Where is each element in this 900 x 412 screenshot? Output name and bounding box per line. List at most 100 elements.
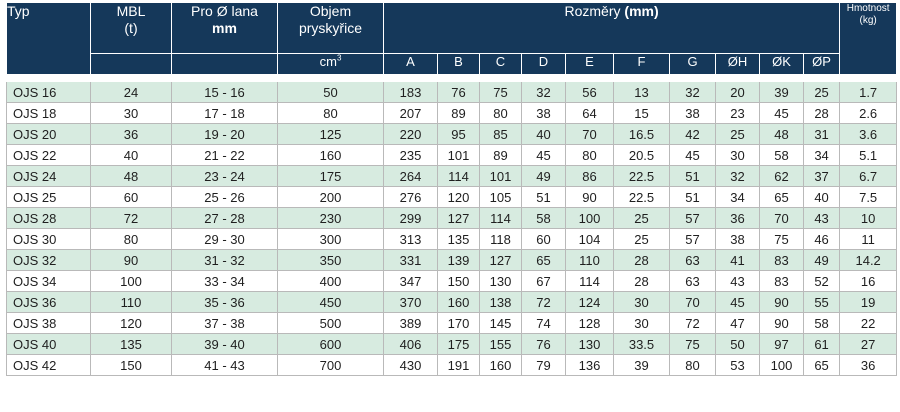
cell-typ: OJS 34 — [6, 270, 91, 292]
cell-dim-b: 175 — [437, 333, 480, 355]
cell-dim-h: 38 — [715, 228, 760, 250]
cell-mbl: 90 — [90, 249, 172, 271]
cell-hmotnost: 36 — [839, 354, 898, 376]
cell-dim-b: 127 — [437, 207, 480, 229]
cell-mbl: 40 — [90, 144, 172, 166]
header-dim-k: ØK — [759, 53, 804, 75]
cell-dim-c: 127 — [479, 249, 522, 271]
header-hmotnost-label: Hmotnost — [846, 3, 890, 14]
cell-pro-lana: 21 - 22 — [171, 144, 278, 166]
cell-dim-p: 49 — [802, 249, 841, 271]
cell-dim-f: 16.5 — [613, 123, 670, 145]
cell-mbl: 120 — [90, 312, 172, 334]
cell-dim-e: 86 — [565, 165, 614, 187]
cell-dim-p: 65 — [802, 354, 841, 376]
cell-hmotnost: 22 — [839, 312, 898, 334]
cell-mbl: 60 — [90, 186, 172, 208]
cell-dim-g: 42 — [669, 123, 716, 145]
cell-mbl: 72 — [90, 207, 172, 229]
cell-dim-g: 51 — [669, 165, 716, 187]
cell-hmotnost: 10 — [839, 207, 898, 229]
cell-dim-e: 100 — [565, 207, 614, 229]
cell-dim-d: 32 — [521, 81, 566, 103]
cell-dim-d: 49 — [521, 165, 566, 187]
table-row: OJS 22 40 21 - 22 160 235 101 89 45 80 20.5 45 30 58… — [6, 144, 898, 166]
cell-dim-h: 20 — [715, 81, 760, 103]
header-rozmery-unit: (mm) — [624, 3, 659, 19]
table-row: OJS 20 36 19 - 20 125 220 95 85 40 70 16.5 42 25 48 3… — [6, 123, 898, 145]
cell-dim-f: 22.5 — [613, 165, 670, 187]
cell-dim-e: 90 — [565, 186, 614, 208]
header-pro-lana: Pro Ø lana mm — [171, 2, 278, 54]
table-row: OJS 32 90 31 - 32 350 331 139 127 65 110 28 63 41 83… — [6, 249, 898, 271]
cell-dim-g: 80 — [669, 354, 716, 376]
cell-dim-p: 28 — [802, 102, 841, 124]
cell-dim-c: 155 — [479, 333, 522, 355]
cell-dim-e: 110 — [565, 249, 614, 271]
cell-dim-b: 160 — [437, 291, 480, 313]
table-row: OJS 30 80 29 - 30 300 313 135 118 60 104 25 57 38 75… — [6, 228, 898, 250]
header-rozmery-label: Rozměry — [564, 3, 621, 19]
cell-objem: 700 — [277, 354, 384, 376]
cell-typ: OJS 18 — [6, 102, 91, 124]
cell-dim-d: 60 — [521, 228, 566, 250]
cell-dim-d: 38 — [521, 102, 566, 124]
table-body: OJS 16 24 15 - 16 50 183 76 75 32 56 13 32 20 39 25 1.… — [5, 74, 898, 376]
cell-dim-d: 72 — [521, 291, 566, 313]
cell-hmotnost: 1.7 — [839, 81, 898, 103]
cell-dim-k: 48 — [759, 123, 804, 145]
cell-dim-e: 136 — [565, 354, 614, 376]
cell-dim-k: 100 — [759, 354, 804, 376]
cell-dim-e: 124 — [565, 291, 614, 313]
cell-dim-k: 70 — [759, 207, 804, 229]
cell-typ: OJS 20 — [6, 123, 91, 145]
cell-objem: 300 — [277, 228, 384, 250]
cell-dim-b: 139 — [437, 249, 480, 271]
cell-dim-p: 37 — [802, 165, 841, 187]
cell-objem: 400 — [277, 270, 384, 292]
header-dim-a: A — [383, 53, 438, 75]
cell-typ: OJS 42 — [6, 354, 91, 376]
header-mbl-label: MBL — [116, 3, 146, 19]
header-dim-f: F — [613, 53, 670, 75]
header-dim-c: C — [479, 53, 522, 75]
cell-objem: 80 — [277, 102, 384, 124]
cell-dim-f: 20.5 — [613, 144, 670, 166]
header-mbl-unit: (t) — [124, 20, 138, 36]
cell-dim-c: 89 — [479, 144, 522, 166]
table-row: OJS 18 30 17 - 18 80 207 89 80 38 64 15 38 23 45 28 2.… — [6, 102, 898, 124]
cell-dim-e: 128 — [565, 312, 614, 334]
cell-dim-c: 80 — [479, 102, 522, 124]
cell-dim-g: 32 — [669, 81, 716, 103]
cell-pro-lana: 33 - 34 — [171, 270, 278, 292]
cell-pro-lana: 29 - 30 — [171, 228, 278, 250]
cell-dim-p: 34 — [802, 144, 841, 166]
cell-objem: 230 — [277, 207, 384, 229]
cell-typ: OJS 32 — [6, 249, 91, 271]
cell-mbl: 110 — [90, 291, 172, 313]
header-objem-line2: pryskyřice — [298, 20, 362, 36]
table-row: OJS 25 60 25 - 26 200 276 120 105 51 90 22.5 51 34 6… — [6, 186, 898, 208]
cell-dim-g: 70 — [669, 291, 716, 313]
cell-objem: 200 — [277, 186, 384, 208]
cell-dim-g: 63 — [669, 249, 716, 271]
table-header: Typ MBL (t) Pro Ø lana mm Objem pryskyři… — [6, 2, 898, 75]
cell-dim-b: 76 — [437, 81, 480, 103]
cell-dim-p: 31 — [802, 123, 841, 145]
cell-typ: OJS 40 — [6, 333, 91, 355]
cell-hmotnost: 7.5 — [839, 186, 898, 208]
cell-dim-p: 61 — [802, 333, 841, 355]
cell-dim-a: 313 — [383, 228, 438, 250]
header-hmotnost-unit: (kg) — [859, 15, 877, 26]
cell-dim-a: 276 — [383, 186, 438, 208]
cell-objem: 600 — [277, 333, 384, 355]
cell-dim-a: 235 — [383, 144, 438, 166]
cell-hmotnost: 6.7 — [839, 165, 898, 187]
cell-objem: 160 — [277, 144, 384, 166]
cell-pro-lana: 31 - 32 — [171, 249, 278, 271]
cell-dim-k: 97 — [759, 333, 804, 355]
cell-dim-g: 51 — [669, 186, 716, 208]
cell-dim-c: 105 — [479, 186, 522, 208]
cell-dim-k: 45 — [759, 102, 804, 124]
cell-dim-a: 347 — [383, 270, 438, 292]
